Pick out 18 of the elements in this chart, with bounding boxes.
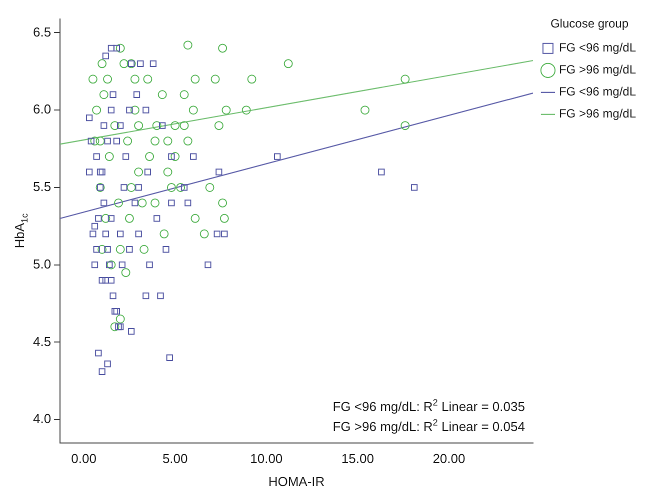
- legend-label: FG <96 mg/dL: [558, 40, 636, 55]
- x-tick-label: 15.00: [341, 451, 374, 466]
- legend-label: FG >96 mg/dL: [558, 62, 636, 77]
- y-tick-label: 5.5: [32, 179, 52, 194]
- y-tick-label: 4.0: [32, 411, 52, 426]
- x-tick-label: 5.00: [162, 451, 188, 466]
- y-tick-label: 6.0: [32, 102, 52, 117]
- x-tick-label: 0.00: [71, 451, 96, 466]
- x-tick-label: 20.00: [432, 451, 466, 466]
- y-tick-label: 4.5: [32, 334, 52, 349]
- y-tick-label: 6.5: [32, 24, 52, 40]
- legend-label: FG <96 mg/dL: [558, 84, 636, 99]
- x-tick-label: 10.00: [250, 451, 283, 466]
- legend-label: FG >96 mg/dL: [558, 106, 636, 121]
- y-axis-title: HbA1c: [12, 212, 30, 248]
- y-tick-label: 5.0: [32, 256, 52, 272]
- legend-title: Glucose group: [550, 16, 629, 30]
- x-axis-title: HOMA-IR: [268, 474, 325, 489]
